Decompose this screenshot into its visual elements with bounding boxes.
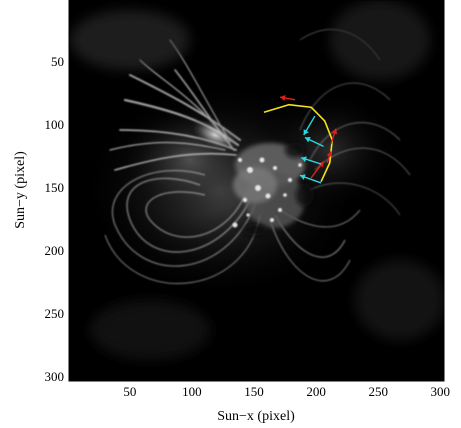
x-axis-label: Sun−x (pixel) xyxy=(217,409,295,424)
y-axis-label: Sun−y (pixel) xyxy=(13,151,28,229)
y-tick-label: 300 xyxy=(45,369,65,384)
y-axis: 50 100 150 200 250 300 xyxy=(45,54,74,384)
cyan-arrow xyxy=(304,136,324,147)
x-tick-label: 150 xyxy=(244,384,264,399)
y-tick-label: 150 xyxy=(45,180,65,195)
x-tick-label: 300 xyxy=(431,384,451,399)
solar-image xyxy=(70,0,444,360)
annotation-overlay xyxy=(263,95,338,184)
x-tick-label: 250 xyxy=(368,384,388,399)
axes-frame xyxy=(68,0,445,382)
x-tick-label: 50 xyxy=(123,384,136,399)
y-tick-label: 100 xyxy=(45,117,65,132)
red-arrow xyxy=(279,95,296,101)
cyan-arrow xyxy=(303,115,316,136)
y-tick-label: 250 xyxy=(45,306,65,321)
x-tick-label: 100 xyxy=(182,384,202,399)
y-tick-label: 200 xyxy=(45,243,65,258)
x-axis: 50 100 150 200 250 300 xyxy=(123,376,450,399)
red-arrow xyxy=(326,151,333,163)
cyan-arrow xyxy=(300,156,322,165)
fitted-loop-curve xyxy=(263,103,334,183)
cyan-arrow xyxy=(299,174,322,184)
y-tick-label: 50 xyxy=(51,54,64,69)
red-arrow xyxy=(330,128,338,145)
x-tick-label: 200 xyxy=(306,384,326,399)
